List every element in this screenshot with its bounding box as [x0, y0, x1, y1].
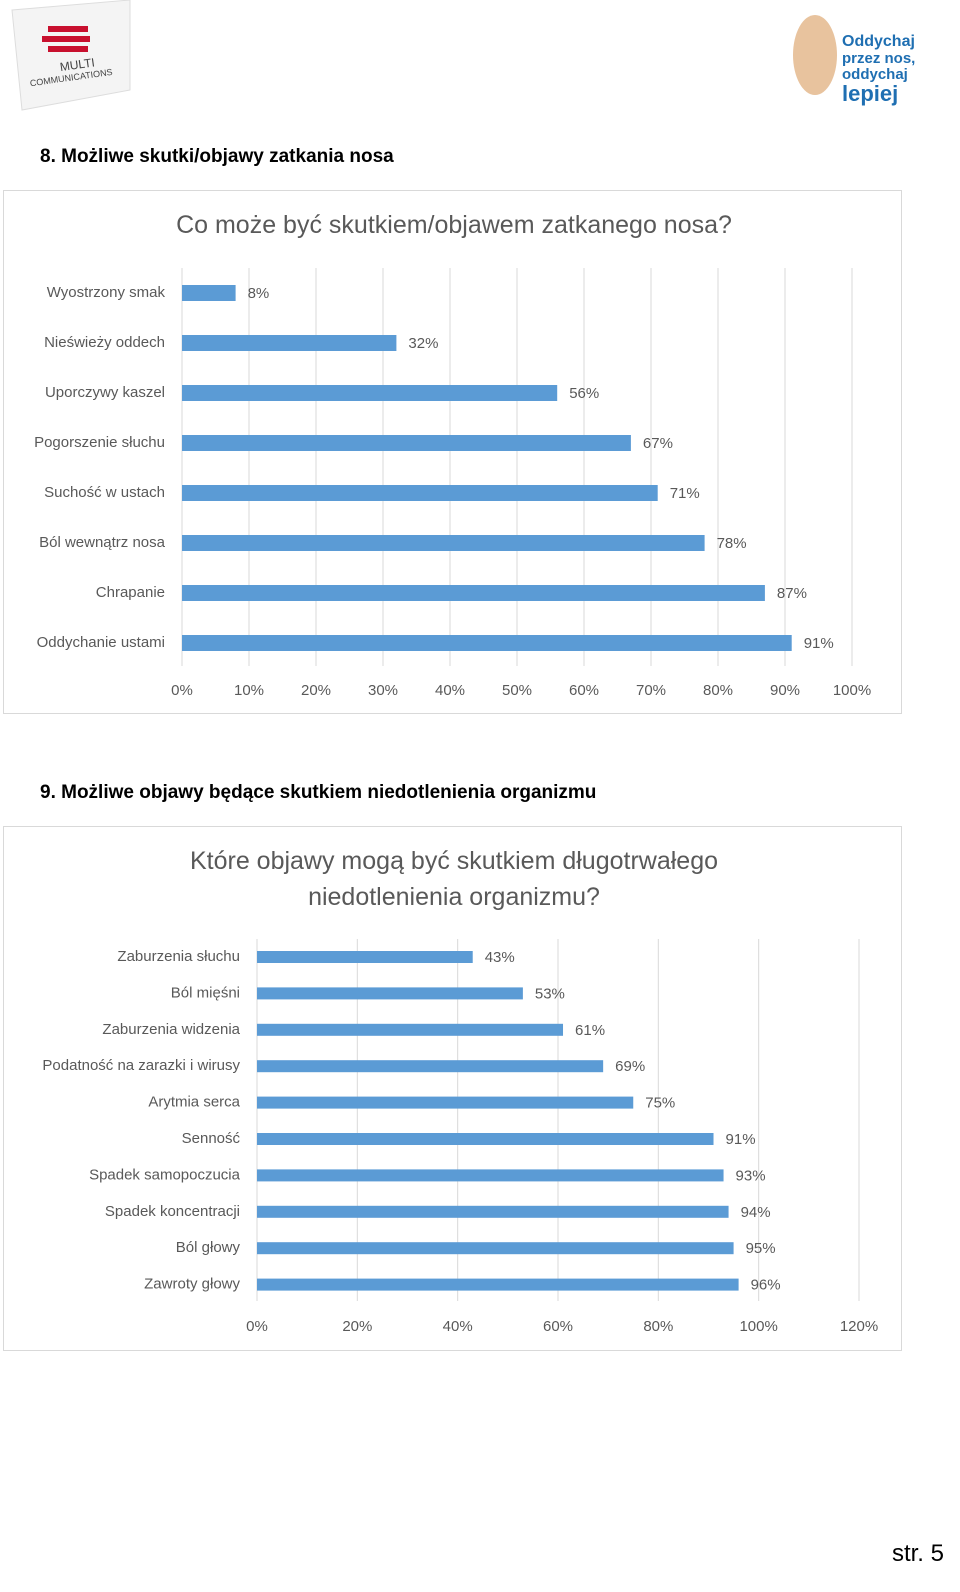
x-tick-label: 0%	[171, 682, 193, 699]
x-tick-label: 40%	[443, 1318, 473, 1335]
x-tick-label: 40%	[435, 682, 465, 699]
x-tick-label: 70%	[636, 682, 666, 699]
x-tick-label: 60%	[543, 1318, 573, 1335]
section-heading: 9. Możliwe objawy będące skutkiem niedot…	[40, 782, 597, 803]
data-label: 8%	[248, 285, 270, 302]
x-tick-label: 10%	[234, 682, 264, 699]
data-label: 67%	[643, 435, 673, 452]
category-label: Pogorszenie słuchu	[34, 434, 165, 451]
data-label: 78%	[717, 535, 747, 552]
category-label: Zaburzenia widzenia	[102, 1021, 240, 1038]
category-label: Senność	[182, 1130, 241, 1147]
category-label: Ból mięśni	[171, 984, 240, 1001]
data-label: 71%	[670, 485, 700, 502]
plot: 0% 20% 40% 60% 80% 100% 120% Zaburzenia słuchu 4…	[42, 939, 878, 1335]
data-label: 96%	[751, 1277, 781, 1294]
category-label: Uporczywy kaszel	[45, 384, 165, 401]
x-tick-label: 0%	[246, 1318, 268, 1335]
page-number: str. 5	[891, 1540, 944, 1567]
category-label: Ból głowy	[176, 1239, 241, 1256]
category-label: Zawroty głowy	[144, 1276, 240, 1293]
data-label: 95%	[746, 1240, 776, 1257]
data-label: 69%	[615, 1058, 645, 1075]
category-label: Podatność na zarazki i wirusy	[42, 1057, 240, 1074]
logo-text: MULTI	[59, 55, 96, 74]
x-tick-label: 50%	[502, 682, 532, 699]
bar	[257, 951, 473, 963]
category-label: Nieświeży oddech	[44, 334, 165, 351]
bar	[257, 1023, 564, 1036]
category-label: Zaburzenia słuchu	[117, 948, 240, 965]
data-label: 56%	[569, 385, 599, 402]
category-label: Wyostrzony smak	[47, 284, 166, 301]
bar	[182, 485, 658, 501]
header: MULTI COMMUNICATIONS Oddychaj przez nos,…	[11, 0, 915, 111]
data-label: 43%	[485, 949, 515, 966]
bar	[257, 1278, 739, 1291]
x-tick-label: 120%	[840, 1318, 878, 1335]
data-label: 53%	[535, 985, 565, 1002]
logo-text: oddychaj	[842, 66, 908, 83]
chart: Które objawy mogą być skutkiem długotrwa…	[3, 826, 902, 1351]
logo-stripe	[48, 46, 88, 52]
x-tick-label: 20%	[301, 682, 331, 699]
chart: Co może być skutkiem/objawem zatkanego n…	[3, 190, 902, 714]
x-tick-label: 90%	[770, 682, 800, 699]
logo-text: Oddychaj	[842, 33, 915, 50]
bar	[257, 1060, 604, 1073]
logo-stripe	[42, 36, 90, 42]
bar	[182, 285, 236, 301]
data-label: 87%	[777, 585, 807, 602]
bar	[257, 1096, 634, 1109]
category-label: Ból wewnątrz nosa	[39, 534, 166, 551]
chart-title: Co może być skutkiem/objawem zatkanego n…	[176, 211, 732, 239]
x-tick-label: 100%	[739, 1318, 777, 1335]
logo-text: lepiej	[842, 81, 898, 106]
section-heading: 8. Możliwe skutki/objawy zatkania nosa	[40, 146, 394, 167]
bar	[257, 1133, 714, 1145]
data-label: 61%	[575, 1022, 605, 1039]
category-label: Spadek koncentracji	[105, 1203, 240, 1220]
x-tick-label: 20%	[342, 1318, 372, 1335]
data-label: 75%	[645, 1095, 675, 1112]
data-label: 91%	[804, 635, 834, 652]
category-label: Oddychanie ustami	[37, 634, 165, 651]
x-tick-label: 80%	[703, 682, 733, 699]
bar	[182, 385, 558, 401]
bar	[257, 1205, 729, 1218]
category-label: Chrapanie	[96, 584, 165, 601]
chart-title: Które objawy mogą być skutkiem długotrwa…	[189, 847, 719, 911]
x-tick-label: 80%	[643, 1318, 673, 1335]
logo-bg	[11, 0, 131, 111]
data-label: 32%	[408, 335, 438, 352]
nose-figure	[793, 15, 837, 95]
logo-text: przez nos,	[842, 50, 915, 67]
data-label: 91%	[726, 1131, 756, 1148]
bar	[257, 1169, 724, 1182]
bar	[182, 585, 765, 601]
bar	[257, 987, 523, 1000]
category-label: Suchość w ustach	[44, 484, 165, 501]
data-label: 93%	[736, 1167, 766, 1184]
x-tick-label: 30%	[368, 682, 398, 699]
bar	[257, 1242, 734, 1255]
plot: 0% 10% 20% 30% 40% 50% 60% 70% 80% 90% 100% Wyostrz…	[34, 268, 871, 699]
data-label: 94%	[741, 1204, 771, 1221]
x-tick-label: 100%	[833, 682, 871, 699]
bar	[182, 535, 705, 551]
logo-stripe	[48, 26, 88, 32]
bar	[182, 435, 631, 451]
bar	[182, 335, 397, 351]
bar	[182, 635, 792, 651]
category-label: Spadek samopoczucia	[89, 1166, 241, 1183]
x-tick-label: 60%	[569, 682, 599, 699]
category-label: Arytmia serca	[148, 1094, 240, 1111]
